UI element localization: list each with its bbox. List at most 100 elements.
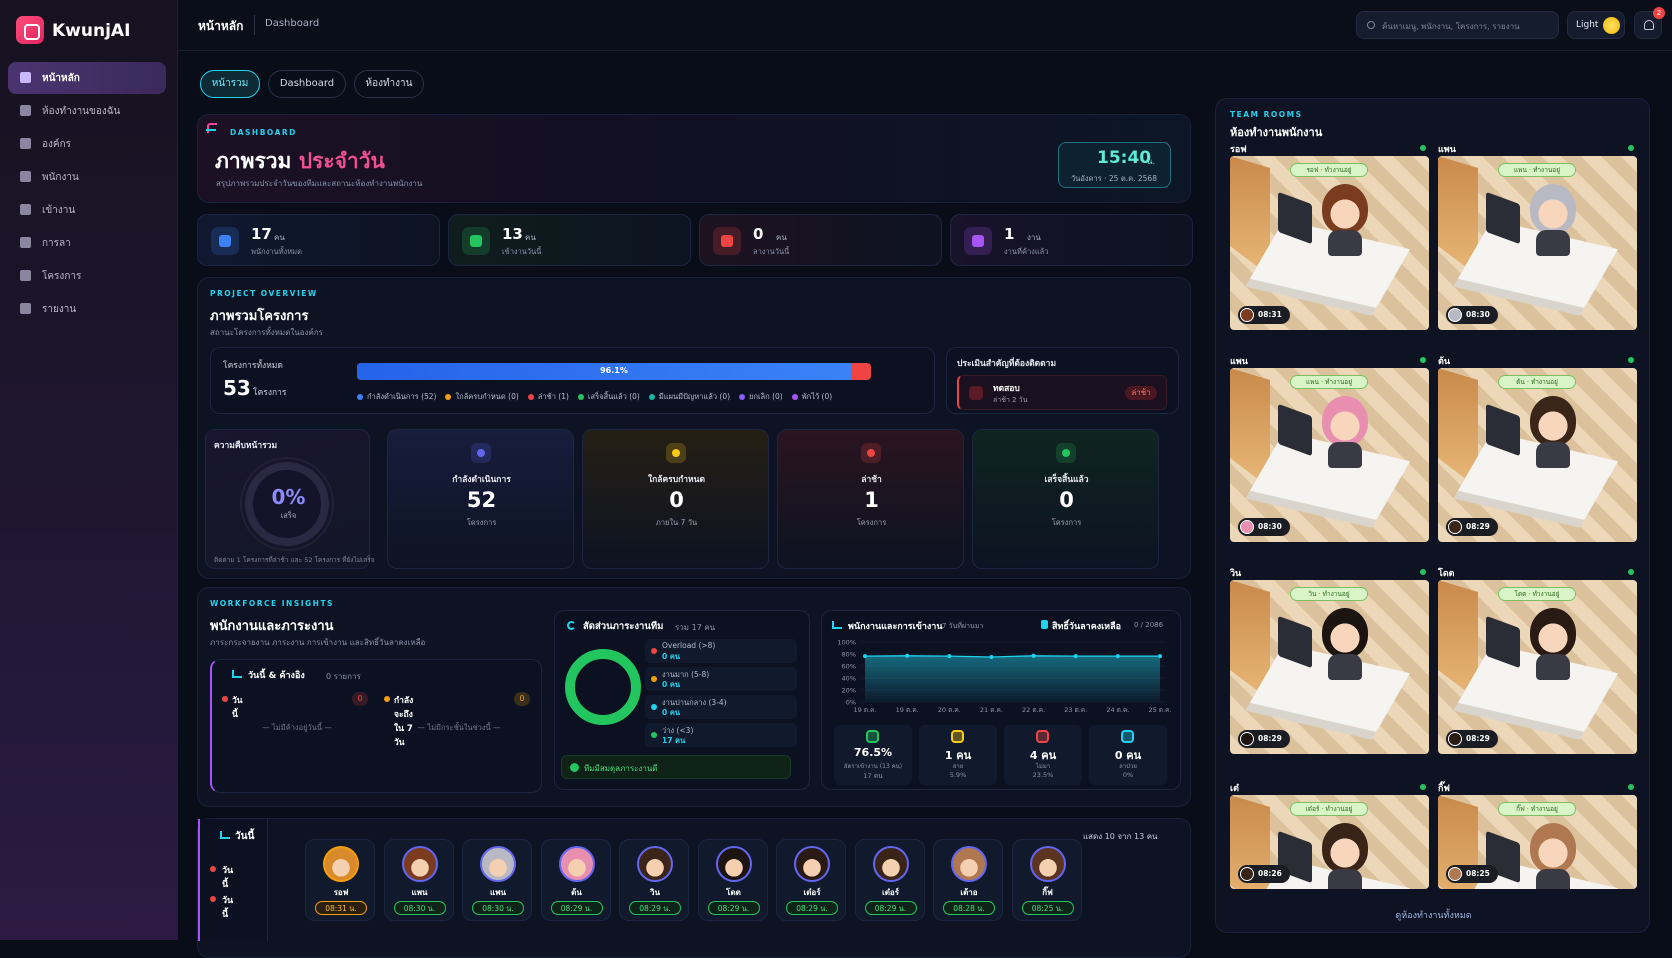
checkin-card: เต้าอ 08:28 น. [933, 839, 1003, 921]
checkin-name: กิ๊ฟ [1042, 888, 1053, 897]
status-title: กำลังดำเนินการ [452, 475, 511, 485]
room-scene[interactable]: วิน · ทำงานอยู่ 08:29 [1230, 580, 1429, 754]
character [1322, 608, 1368, 658]
nav-item[interactable]: หน้าหลัก [8, 62, 166, 94]
deadline-empty: — ไม่มีค้างอยู่วันนี้ — [262, 723, 332, 732]
logo[interactable] [16, 16, 44, 44]
point [1031, 653, 1036, 658]
tab[interactable]: หน้ารวม [200, 70, 260, 98]
workload-title: สัดส่วนภาระงานทีม [583, 621, 664, 632]
summary-sub: 0% [1122, 771, 1134, 779]
room-scene[interactable]: แพน · ทำงานอยู่ 08:30 [1230, 368, 1429, 542]
deadline-count: 0 [514, 692, 530, 706]
room-scene[interactable]: โดต · ทำงานอยู่ 08:29 [1438, 580, 1637, 754]
nav-item[interactable]: รายงาน [8, 293, 166, 325]
divider [254, 15, 255, 35]
time-chip: 08:29 [1446, 518, 1498, 536]
level-dot [651, 676, 657, 682]
notification-button[interactable]: 2 [1634, 7, 1665, 39]
character-body [1536, 869, 1570, 889]
room-scene[interactable]: เต๋อร์ · ทำงานอยู่ 08:26 [1230, 795, 1429, 889]
deadline-dot [384, 696, 390, 702]
room-scene[interactable]: กิ๊ฟ · ทำงานอยู่ 08:25 [1438, 795, 1637, 889]
checkin-name: วิน [650, 888, 660, 897]
summary-card: 4 คน ไม่มา 23.5% [1004, 725, 1082, 785]
checkin-card: แพน 08:30 น. [462, 839, 532, 921]
avatar [951, 846, 987, 882]
summary-card: 76.5% อัตราเข้างาน (13 คน) 17 คน [834, 725, 912, 785]
stat-icon [211, 227, 239, 255]
level-dot [651, 648, 657, 654]
nav-item[interactable]: โครงการ [8, 260, 166, 292]
mini-avatar [1240, 308, 1254, 322]
status-glyph [672, 449, 680, 457]
x-tick-label: 21 ต.ค. [980, 706, 1003, 714]
total-value: 53 [223, 376, 251, 400]
checkin-time: 08:25 น. [1021, 901, 1074, 915]
stat-card: 13 คน เข้างานวันนี้ [448, 214, 691, 266]
legend-text: พักไว้ (0) [801, 392, 833, 401]
x-tick-label: 22 ต.ค. [1022, 706, 1045, 714]
breadcrumb: Dashboard [265, 18, 320, 29]
status-glyph [477, 449, 485, 457]
avatar [323, 846, 359, 882]
deadline-dot [222, 696, 228, 702]
stat-card: 17 คน พนักงานทั้งหมด [197, 214, 440, 266]
nav-item[interactable]: เข้างาน [8, 194, 166, 226]
nav-item[interactable]: พนักงาน [8, 161, 166, 193]
clock-unit: น. [1147, 157, 1156, 166]
nav-label: องค์กร [42, 139, 72, 150]
room-scene[interactable]: ต้น · ทำงานอยู่ 08:29 [1438, 368, 1637, 542]
checkin-card: กิ๊ฟ 08:25 น. [1011, 839, 1082, 921]
total-label: โครงการทั้งหมด [223, 361, 283, 371]
status-unit: โครงการ [856, 518, 887, 527]
search-box[interactable]: ค้นหาเมนู, พนักงาน, โครงการ, รายงาน [1356, 11, 1559, 39]
avatar [872, 846, 909, 882]
online-dot [1420, 569, 1426, 575]
nav-item[interactable]: องค์กร [8, 128, 166, 160]
room-name: รอฟ [1230, 145, 1247, 155]
online-dot [1628, 569, 1634, 575]
ring-outer [240, 457, 334, 551]
progress-fill [357, 363, 851, 380]
mini-avatar [1240, 732, 1254, 746]
summary-label: อัตราเข้างาน (13 คน) [843, 763, 903, 770]
status-icon [861, 443, 881, 463]
nav-item[interactable]: การลา [8, 227, 166, 259]
theme-toggle[interactable]: Light [1567, 11, 1625, 39]
tab[interactable]: ห้องทำงาน [354, 70, 424, 98]
checkin-name: ต้น [571, 888, 582, 897]
avatar [715, 846, 752, 882]
summary-card: 1 คน สาย 5.9% [919, 725, 997, 785]
deadline-count: 0 [352, 692, 368, 706]
rooms-footer[interactable]: ดูห้องทำงานทั้งหมด [1395, 911, 1472, 921]
watch-item[interactable]: ทดสอบ ล่าช้า 2 วัน ล่าช้า [957, 375, 1167, 410]
time-chip: 08:29 [1238, 730, 1290, 748]
level-dot [651, 732, 657, 738]
watch-title: ประเมินสำคัญที่ต้องติดตาม [957, 359, 1057, 369]
summary-value: 76.5% [853, 746, 893, 759]
status-value: 52 [466, 488, 497, 512]
status-bubble: ต้น · ทำงานอยู่ [1498, 375, 1576, 389]
stat-icon [462, 227, 490, 255]
checkins-side: วันนี้ วันนี้ วันนี้ [198, 819, 268, 941]
watch-detail: ล่าช้า 2 วัน [993, 396, 1028, 404]
point [863, 654, 867, 659]
legend-text: เสร็จสิ้นแล้ว (0) [587, 392, 640, 401]
character-body [1536, 230, 1570, 256]
room-time: 08:29 [1466, 734, 1490, 743]
character [1322, 184, 1368, 234]
nav-icon [20, 303, 31, 314]
deadline-label: วันนี้ [232, 696, 243, 720]
room-scene[interactable]: แพน · ทำงานอยู่ 08:30 [1438, 156, 1637, 330]
legend-text: ยกเลิก (0) [749, 392, 783, 401]
progress-label: 96.1% [600, 366, 628, 375]
stat-glyph [721, 235, 733, 247]
legend-item: กำลังดำเนินการ (52) [357, 392, 436, 401]
status-value: 0 [669, 488, 684, 512]
tab[interactable]: Dashboard [268, 70, 346, 98]
legend-item: มีแผนมีปัญหาแล้ว (0) [648, 392, 730, 401]
room-scene[interactable]: รอฟ · ทำงานอยู่ 08:31 [1230, 156, 1429, 330]
character-body [1328, 654, 1362, 680]
nav-item[interactable]: ห้องทำงานของฉัน [8, 95, 166, 127]
